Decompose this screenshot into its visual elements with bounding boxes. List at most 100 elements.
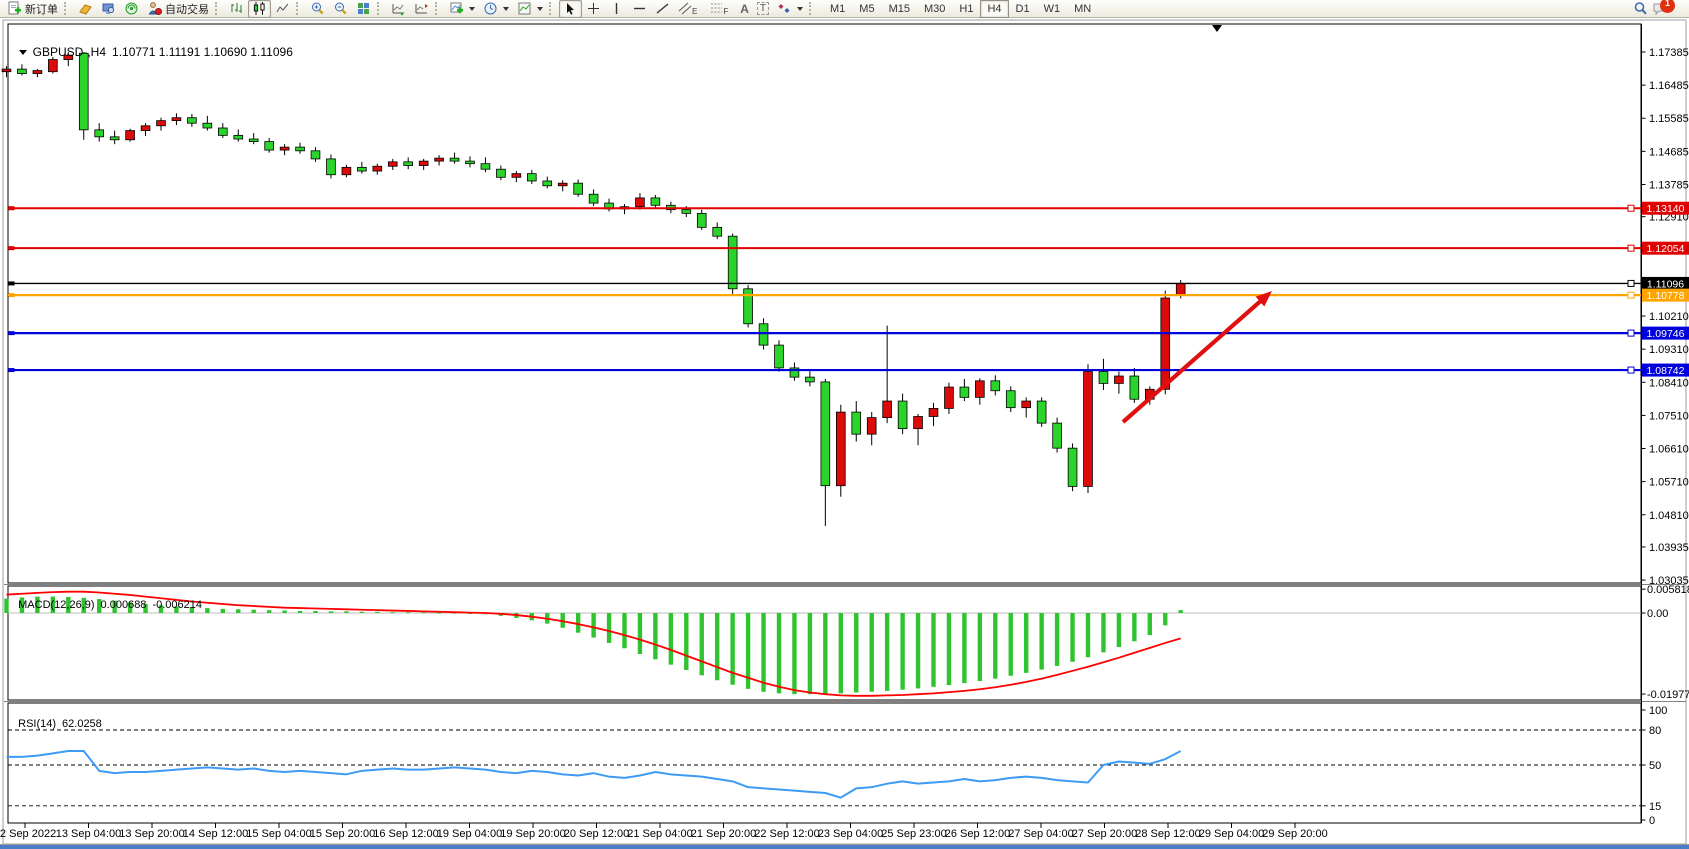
signals-button[interactable] [120,0,143,18]
trend-arrow-annotation[interactable] [1121,294,1268,424]
right-shift-marker-icon[interactable] [1212,25,1222,32]
horizontal-line-tool-button[interactable] [628,0,651,18]
candle [727,235,738,290]
macd-tick-label: 0.005818 [1647,584,1689,596]
timeframe-button-M1[interactable]: M1 [830,2,846,15]
macd-tick-label: -0.01977 [1647,689,1689,701]
candle [805,376,815,383]
autotrading-button[interactable]: 自动交易 [143,0,213,18]
price-tick-label: 1.13785 [1649,179,1689,191]
timeframe-button-H4[interactable]: H4 [980,0,1009,18]
text-tool-button[interactable]: A [736,0,753,18]
candle [140,125,151,131]
toolbar-grip [215,2,221,15]
vertical-line-tool-button[interactable] [605,0,628,18]
price-badge [1642,326,1689,340]
level-anchor-handle[interactable] [1627,291,1635,299]
candle [295,146,305,152]
auto-scroll-button[interactable] [387,0,410,18]
crosshair-tool-button[interactable] [582,0,605,18]
candle [573,182,583,195]
timeframe-button-M5[interactable]: M5 [859,2,875,15]
toolbar-grip [64,2,70,15]
timeframe-button-H1[interactable]: H1 [959,2,974,15]
zoom-out-button[interactable] [329,0,352,18]
level-anchor-handle[interactable] [1627,279,1635,287]
macd-histogram-bar [50,596,56,613]
template-dropdown[interactable] [513,0,547,18]
chart-shift-button[interactable] [410,0,433,18]
price-badge [1642,288,1689,302]
time-tick-label: 26 Sep 12:00 [945,828,1010,840]
price-badge-label: 1.09746 [1647,328,1685,340]
macd-histogram-bar [745,613,751,689]
arrow-objects-icon [778,4,790,13]
toolbar-grip [377,2,383,15]
candle [326,158,336,176]
timeframe-button-M30[interactable]: M30 [923,2,946,15]
new-chart-dropdown[interactable] [445,0,479,18]
level-anchor-handle[interactable] [1627,329,1635,337]
rsi-tick-label: 80 [1649,725,1661,737]
macd-histogram-bar [220,608,225,613]
macd-signal-line [6,590,1181,697]
macd-name: MACD(12,26,9) [18,599,95,611]
tile-windows-button[interactable] [352,0,375,18]
notifications-button[interactable]: 1 [1652,0,1682,16]
macd-histogram-bar [436,612,442,614]
price-badge [1642,276,1689,290]
timeframe-button-D1[interactable]: D1 [1015,2,1030,15]
market-watch-button[interactable] [97,0,120,18]
candle [187,117,197,124]
level-left-marker [8,246,15,251]
candle [758,323,769,346]
macd-histogram-bar [915,613,921,689]
line-chart-mode-button[interactable] [271,0,294,18]
macd-histogram-bar [35,596,40,613]
trendline-icon [656,3,669,14]
macd-histogram-bar [900,613,905,690]
macd-histogram-bar [699,613,704,676]
new-order-button[interactable]: 新订单 [3,0,62,18]
candle [248,138,259,143]
vertical-line-icon [615,3,618,14]
price-tick-label: 1.17385 [1649,47,1689,59]
arrows-dropdown[interactable] [773,0,807,18]
candle [1067,447,1078,487]
level-anchor-handle[interactable] [1627,366,1635,374]
candle-chart-mode-button[interactable] [248,0,271,18]
level-anchor-handle[interactable] [1627,204,1635,212]
price-badge-label: 1.11096 [1647,278,1684,290]
macd-histogram-bar [313,610,318,613]
period-dropdown[interactable] [479,0,513,18]
trendline-tool-button[interactable] [651,0,674,18]
zoom-out-icon [335,2,347,15]
time-tick-label: 13 Sep 20:00 [119,828,184,840]
candle [1021,400,1031,409]
time-tick-label: 15 Sep 20:00 [310,828,375,840]
toolbar-grip [549,2,555,15]
clock-icon [484,2,497,15]
level-anchor-handle[interactable] [1627,244,1635,252]
channel-tool-button[interactable]: E [674,0,705,18]
fibonacci-tool-button[interactable]: F [705,0,736,18]
cursor-tool-button[interactable] [559,0,582,18]
fibonacci-icon [711,3,723,13]
timeframe-button-W1[interactable]: W1 [1043,2,1061,15]
macd-histogram-bar [97,599,102,613]
label-tool-button[interactable]: T [753,0,773,18]
macd-histogram-bar [236,609,241,613]
time-tick-label: 21 Sep 04:00 [627,828,692,840]
search-icon[interactable] [1633,1,1648,16]
symbol-dropdown-icon[interactable] [18,50,27,56]
zoom-in-icon [312,2,324,15]
toolbar-grip [435,2,441,15]
timeframe-button-MN[interactable]: MN [1074,2,1092,15]
metaeditor-button[interactable] [74,0,97,18]
timeframe-button-M15[interactable]: M15 [888,2,910,15]
bar-chart-mode-button[interactable] [225,0,248,18]
zoom-in-button[interactable] [306,0,329,18]
macd-histogram-bar [807,613,813,695]
candle [48,59,58,73]
